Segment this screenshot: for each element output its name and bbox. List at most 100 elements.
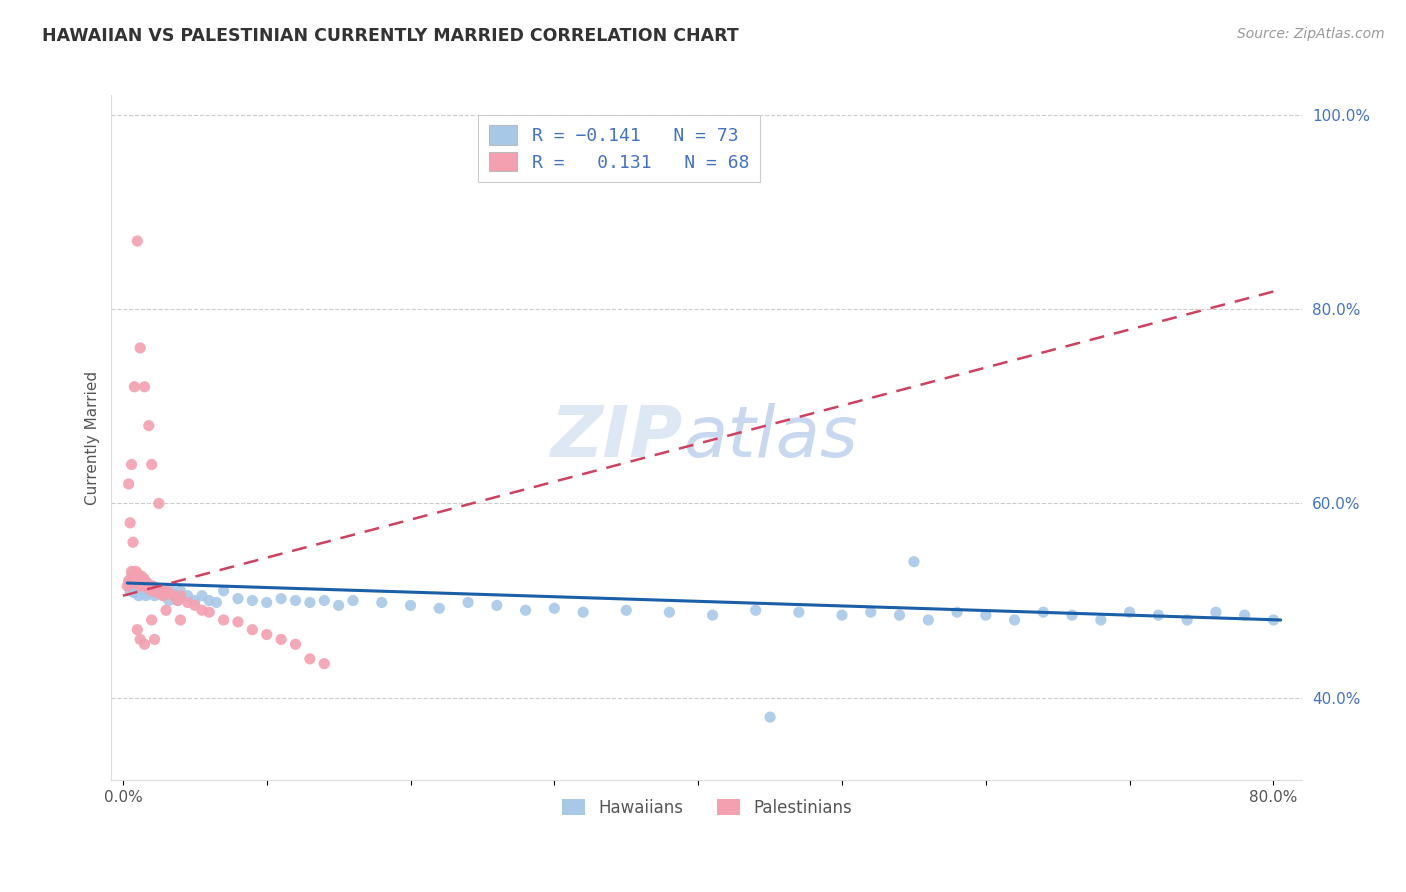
Point [135,579,157,593]
Point [122,569,145,583]
Point [298,652,321,666]
Point [614,603,637,617]
Point [131,569,153,583]
Point [226,615,249,629]
Point [127,623,149,637]
Point [1147,608,1170,623]
Point [127,566,149,581]
Point [149,583,172,598]
Point [155,586,177,600]
Point [134,572,156,586]
Point [120,516,142,530]
Point [1118,605,1140,619]
Text: HAWAIIAN VS PALESTINIAN CURRENTLY MARRIED CORRELATION CHART: HAWAIIAN VS PALESTINIAN CURRENTLY MARRIE… [42,27,740,45]
Legend: Hawaiians, Palestinians: Hawaiians, Palestinians [555,792,859,823]
Point [148,496,170,510]
Point [120,576,142,591]
Point [135,589,157,603]
Point [1175,613,1198,627]
Point [124,576,146,591]
Point [176,589,198,603]
Point [184,599,207,613]
Point [141,458,163,472]
Point [122,574,145,588]
Point [122,535,145,549]
Point [427,601,450,615]
Point [118,574,141,588]
Point [146,586,169,600]
Point [974,608,997,623]
Point [342,593,364,607]
Point [128,589,150,603]
Point [141,582,163,596]
Point [169,589,191,603]
Point [160,583,183,598]
Point [162,589,184,603]
Point [124,586,146,600]
Point [284,593,307,607]
Point [134,637,156,651]
Point [270,632,292,647]
Point [212,583,235,598]
Point [142,579,165,593]
Point [903,555,925,569]
Point [124,569,146,583]
Point [125,565,148,579]
Point [128,576,150,591]
Point [129,341,152,355]
Point [240,623,263,637]
Point [122,566,145,581]
Point [141,583,163,598]
Point [831,608,853,623]
Point [917,613,939,627]
Point [787,605,810,619]
Point [121,579,143,593]
Point [859,605,882,619]
Point [120,583,142,598]
Point [132,579,155,593]
Point [124,380,146,394]
Point [149,583,172,598]
Text: ZIP: ZIP [551,403,683,472]
Point [485,599,508,613]
Point [146,586,169,600]
Point [298,595,321,609]
Point [759,710,782,724]
Point [129,632,152,647]
Point [572,605,595,619]
Point [1263,613,1285,627]
Point [155,583,177,598]
Point [166,593,188,607]
Point [129,579,152,593]
Point [139,579,162,593]
Point [515,603,537,617]
Point [132,574,155,588]
Point [139,583,162,598]
Point [121,458,143,472]
Point [129,579,152,593]
Point [457,595,479,609]
Point [143,589,166,603]
Point [889,608,911,623]
Point [240,593,263,607]
Point [136,579,159,593]
Point [121,569,143,583]
Point [131,576,153,591]
Point [136,576,159,591]
Point [127,574,149,588]
Point [157,586,180,600]
Point [115,579,138,593]
Point [163,589,186,603]
Point [138,418,160,433]
Point [1233,608,1256,623]
Point [371,595,394,609]
Point [314,657,336,671]
Point [1004,613,1026,627]
Point [314,593,336,607]
Point [198,593,221,607]
Point [125,572,148,586]
Point [191,589,214,603]
Point [184,593,207,607]
Point [1090,613,1112,627]
Point [141,613,163,627]
